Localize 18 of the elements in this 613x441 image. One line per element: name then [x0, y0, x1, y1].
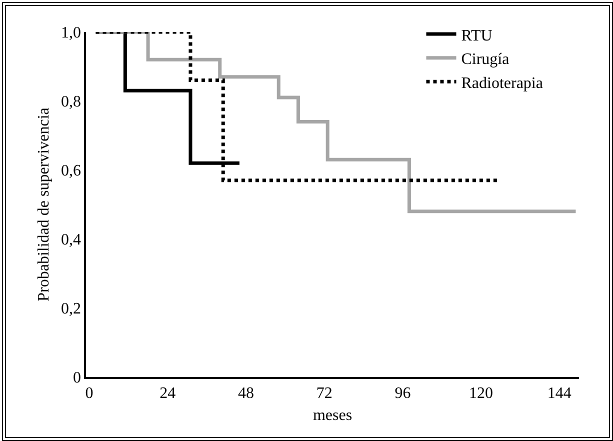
y-tick-label: 0,6: [61, 162, 82, 180]
x-axis-title: meses: [312, 407, 352, 424]
legend-label: RTU: [461, 27, 493, 44]
y-tick-label: 0: [73, 370, 82, 387]
y-tick-label: 0,2: [61, 300, 82, 318]
x-tick-label: 72: [316, 384, 332, 402]
legend-label: Cirugía: [461, 51, 510, 68]
x-tick-label: 120: [469, 384, 494, 402]
y-tick-label: 1,0: [61, 24, 82, 42]
y-axis-title: Probabilidad de supervivencia: [35, 108, 52, 302]
legend-label: Radioterapia: [461, 74, 543, 92]
x-tick-label: 24: [160, 384, 176, 402]
y-tick-label: 0,4: [61, 232, 82, 249]
x-tick-label: 144: [547, 384, 572, 402]
y-tick-label: 0,8: [61, 94, 82, 111]
x-tick-label: 96: [394, 384, 411, 402]
x-tick-label: 48: [238, 384, 254, 402]
x-tick-label: 0: [85, 384, 94, 402]
